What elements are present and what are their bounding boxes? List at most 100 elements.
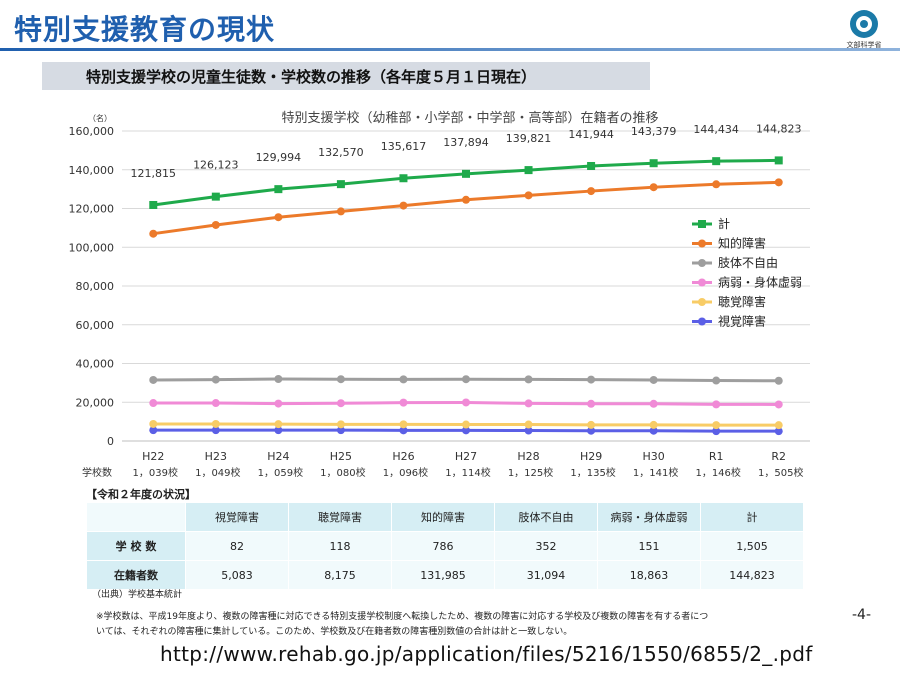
table-header: 計 bbox=[700, 502, 804, 532]
data-point bbox=[774, 178, 783, 187]
table-header: 病弱・身体虚弱 bbox=[597, 502, 701, 532]
data-point bbox=[149, 375, 158, 384]
x-tick-label: H23 bbox=[205, 450, 227, 463]
legend-label: 肢体不自由 bbox=[718, 255, 778, 270]
data-point bbox=[712, 157, 721, 166]
data-point bbox=[336, 420, 345, 429]
subtitle: 特別支援学校の児童生徒数・学校数の推移（各年度５月１日現在） bbox=[86, 68, 537, 86]
data-point bbox=[211, 426, 220, 435]
data-point bbox=[274, 399, 283, 408]
status-title: 【令和２年度の状況】 bbox=[86, 488, 196, 501]
table-cell: 1,505 bbox=[700, 531, 804, 561]
legend-label: 病弱・身体虚弱 bbox=[718, 275, 802, 290]
data-point bbox=[587, 399, 596, 408]
footnote: ※学校数は、平成19年度より、複数の障害種に対応できる特別支援学校制度へ転換した… bbox=[96, 610, 796, 640]
data-point bbox=[462, 426, 470, 435]
data-point bbox=[587, 161, 596, 170]
data-point bbox=[462, 169, 470, 178]
school-count-row-title: 学校数 bbox=[82, 466, 112, 479]
data-point bbox=[712, 427, 721, 436]
footnote-line: ※学校数は、平成19年度より、複数の障害種に対応できる特別支援学校制度へ転換した… bbox=[96, 612, 709, 622]
table-cell: 144,823 bbox=[700, 560, 804, 590]
data-label: 144,823 bbox=[756, 122, 802, 135]
table-header: 知的障害 bbox=[391, 502, 495, 532]
data-point bbox=[336, 207, 345, 216]
x-tick-label: H26 bbox=[392, 450, 414, 463]
data-label: 144,434 bbox=[693, 123, 739, 136]
y-tick-label: 60,000 bbox=[76, 319, 115, 332]
page-title: 特別支援教育の現状 bbox=[14, 13, 276, 46]
data-point bbox=[149, 419, 158, 428]
table-cell: 18,863 bbox=[597, 560, 701, 590]
data-point bbox=[712, 400, 721, 409]
data-point bbox=[712, 421, 721, 430]
school-count-label: 1，096校 bbox=[383, 466, 428, 479]
page-number: -4- bbox=[852, 607, 872, 623]
table-header: 肢体不自由 bbox=[494, 502, 598, 532]
data-label: 121,815 bbox=[131, 167, 177, 180]
row-label: 学 校 数 bbox=[86, 531, 186, 561]
y-axis-unit: （名） bbox=[88, 113, 112, 123]
data-label: 126,123 bbox=[193, 159, 239, 172]
school-count-label: 1，039校 bbox=[133, 466, 178, 479]
enrollment-line-chart: 特別支援学校（幼稚部・小学部・中学部・高等部）在籍者の推移 （名） 0 20,000 4… bbox=[69, 110, 810, 479]
data-point bbox=[399, 375, 408, 384]
data-point bbox=[399, 174, 408, 183]
data-point bbox=[649, 183, 658, 192]
data-point bbox=[649, 375, 658, 384]
data-point bbox=[211, 220, 220, 229]
legend-label: 知的障害 bbox=[718, 236, 766, 251]
data-point bbox=[649, 159, 658, 168]
legend-label: 聴覚障害 bbox=[718, 294, 766, 309]
data-point bbox=[524, 426, 533, 435]
data-point bbox=[149, 229, 158, 238]
y-tick-label: 100,000 bbox=[69, 241, 115, 254]
data-point bbox=[149, 399, 158, 408]
footnote-line: いては、それぞれの障害種に集計している。このため、学校数及び在籍者数の障害種別数… bbox=[96, 627, 573, 637]
y-tick-label: 140,000 bbox=[69, 164, 115, 177]
data-point bbox=[336, 399, 345, 408]
data-label: 135,617 bbox=[381, 140, 427, 153]
school-count-label: 1，080校 bbox=[320, 466, 365, 479]
x-tick-label: H29 bbox=[580, 450, 602, 463]
data-point bbox=[712, 180, 721, 189]
data-point bbox=[587, 375, 596, 384]
data-point bbox=[399, 398, 408, 407]
data-point bbox=[211, 192, 220, 201]
school-count-label: 1，505校 bbox=[758, 466, 803, 479]
x-tick-label: H22 bbox=[142, 450, 164, 463]
x-tick-label: H25 bbox=[330, 450, 352, 463]
table-row: 学 校 数 82 118 786 352 151 1,505 bbox=[86, 531, 804, 561]
x-tick-label: H24 bbox=[267, 450, 289, 463]
y-tick-label: 20,000 bbox=[76, 396, 115, 409]
data-point bbox=[211, 419, 220, 428]
y-tick-label: 0 bbox=[107, 435, 114, 448]
legend-marker bbox=[698, 278, 706, 287]
data-point bbox=[524, 375, 533, 384]
school-count-label: 1，059校 bbox=[258, 466, 303, 479]
title-rule bbox=[0, 48, 900, 51]
table-header: 視覚障害 bbox=[185, 502, 289, 532]
table-cell: 151 bbox=[597, 531, 701, 561]
table-row: 在籍者数 5,083 8,175 131,985 31,094 18,863 1… bbox=[86, 560, 804, 590]
data-point bbox=[274, 213, 283, 222]
data-point bbox=[336, 180, 345, 189]
data-point bbox=[774, 400, 783, 409]
data-point bbox=[774, 421, 783, 430]
table-header: 聴覚障害 bbox=[288, 502, 392, 532]
school-count-label: 1，125校 bbox=[508, 466, 553, 479]
y-tick-label: 80,000 bbox=[76, 280, 115, 293]
legend-marker bbox=[698, 239, 706, 248]
legend-label: 計 bbox=[718, 216, 730, 231]
school-count-label: 1，114校 bbox=[445, 466, 490, 479]
data-point bbox=[774, 156, 783, 165]
data-point bbox=[399, 426, 408, 435]
chart-title: 特別支援学校（幼稚部・小学部・中学部・高等部）在籍者の推移 bbox=[281, 110, 658, 126]
source-note: （出典）学校基本統計 bbox=[92, 590, 183, 600]
data-point bbox=[462, 398, 470, 407]
legend-marker bbox=[698, 298, 706, 306]
data-point bbox=[211, 399, 220, 408]
table-cell: 82 bbox=[185, 531, 289, 561]
y-tick-label: 40,000 bbox=[76, 358, 115, 371]
data-point bbox=[274, 375, 283, 383]
